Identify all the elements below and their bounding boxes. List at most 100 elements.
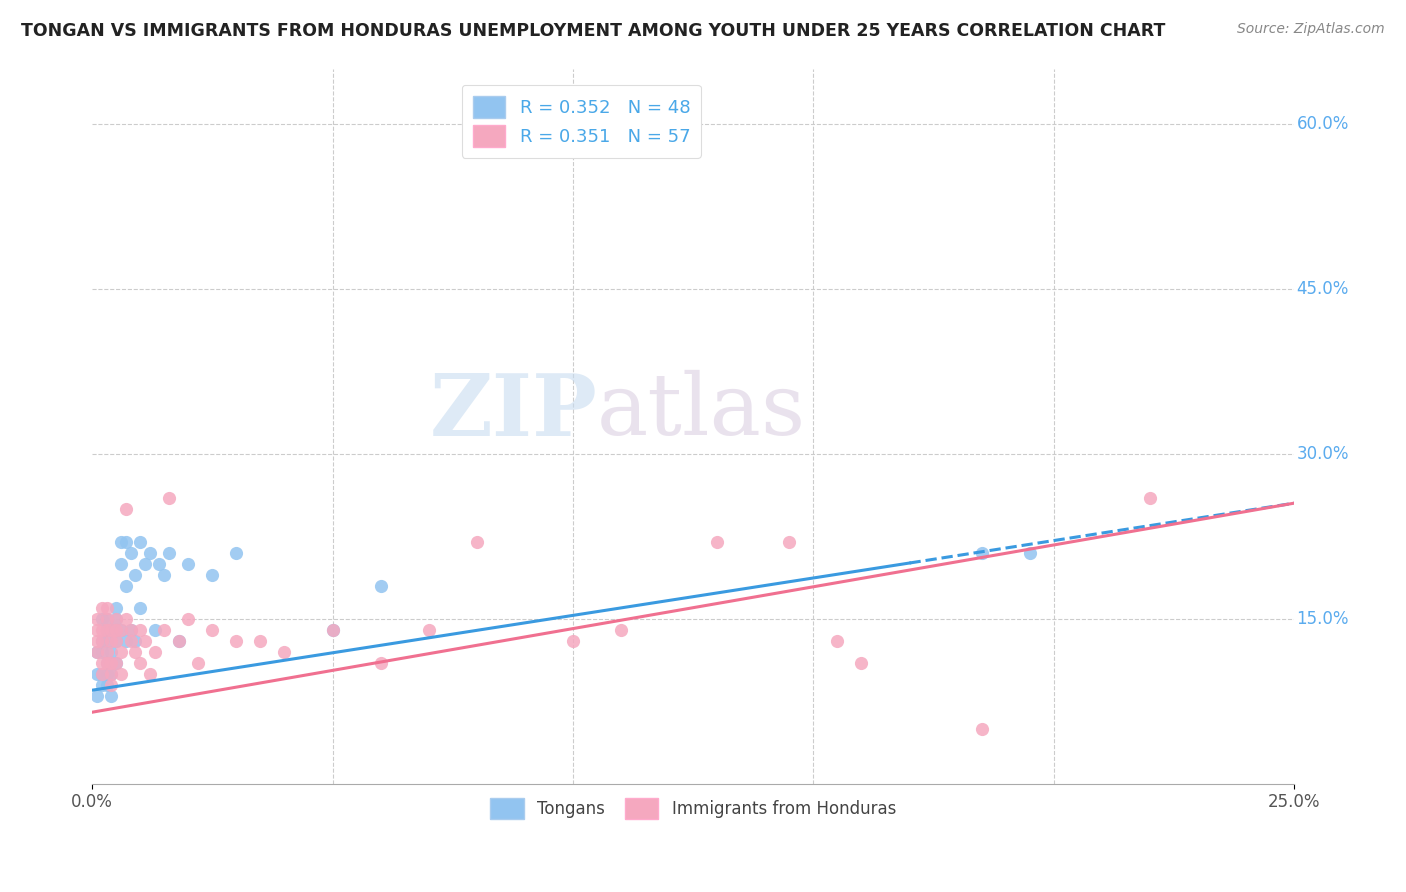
Text: 45.0%: 45.0% (1296, 279, 1348, 298)
Point (143, 645, 166, 659)
Point (90, 623, 112, 637)
Point (851, 656, 873, 670)
Text: 30.0%: 30.0% (1296, 444, 1348, 463)
Point (970, 546, 993, 560)
Point (90, 656, 112, 670)
Point (105, 656, 128, 670)
Point (167, 633, 190, 648)
Point (100, 666, 122, 681)
Point (177, 557, 200, 571)
Point (187, 656, 209, 670)
Point (90, 678, 112, 692)
Point (706, 534, 728, 549)
Point (90, 666, 112, 681)
Point (110, 534, 132, 549)
Point (86, 645, 108, 659)
Text: 60.0%: 60.0% (1296, 114, 1348, 133)
Point (134, 633, 156, 648)
Point (105, 633, 128, 648)
Point (249, 633, 271, 648)
Point (1139, 491, 1161, 505)
Point (86, 623, 108, 637)
Point (143, 623, 166, 637)
Point (970, 722, 993, 736)
Point (120, 623, 142, 637)
Point (100, 656, 122, 670)
Point (100, 623, 122, 637)
Point (110, 623, 132, 637)
Point (105, 612, 128, 626)
Text: 15.0%: 15.0% (1296, 610, 1348, 628)
Point (110, 623, 132, 637)
Point (114, 633, 136, 648)
Point (100, 645, 122, 659)
Point (827, 633, 849, 648)
Point (90, 666, 112, 681)
Point (370, 579, 392, 593)
Point (157, 546, 180, 560)
Point (129, 600, 152, 615)
Point (100, 678, 122, 692)
Point (157, 491, 180, 505)
Point (418, 623, 440, 637)
Point (96, 666, 118, 681)
Point (90, 612, 112, 626)
Point (322, 623, 344, 637)
Point (110, 645, 132, 659)
Point (105, 656, 128, 670)
Text: ZIP: ZIP (429, 370, 598, 454)
Point (134, 557, 156, 571)
Point (129, 534, 152, 549)
Point (100, 666, 122, 681)
Point (139, 666, 162, 681)
Point (100, 633, 122, 648)
Point (96, 623, 118, 637)
Text: TONGAN VS IMMIGRANTS FROM HONDURAS UNEMPLOYMENT AMONG YOUTH UNDER 25 YEARS CORRE: TONGAN VS IMMIGRANTS FROM HONDURAS UNEMP… (21, 22, 1166, 40)
Point (139, 546, 162, 560)
Point (114, 501, 136, 516)
Point (114, 612, 136, 626)
Point (778, 534, 800, 549)
Point (114, 534, 136, 549)
Point (100, 689, 122, 703)
Point (96, 612, 118, 626)
Point (201, 623, 224, 637)
Point (86, 612, 108, 626)
Point (96, 678, 118, 692)
Point (129, 656, 152, 670)
Point (1018, 546, 1040, 560)
Point (105, 600, 128, 615)
Point (86, 645, 108, 659)
Point (322, 623, 344, 637)
Point (96, 600, 118, 615)
Point (562, 633, 585, 648)
Point (96, 656, 118, 670)
Point (105, 633, 128, 648)
Point (273, 645, 295, 659)
Text: Source: ZipAtlas.com: Source: ZipAtlas.com (1237, 22, 1385, 37)
Point (100, 623, 122, 637)
Point (120, 623, 142, 637)
Point (148, 557, 170, 571)
Point (370, 656, 392, 670)
Point (86, 633, 108, 648)
Point (167, 633, 190, 648)
Point (96, 645, 118, 659)
Point (96, 656, 118, 670)
Point (153, 567, 176, 582)
Point (90, 633, 112, 648)
Text: atlas: atlas (598, 370, 806, 453)
Point (124, 567, 146, 582)
Point (177, 612, 200, 626)
Point (201, 567, 224, 582)
Point (120, 546, 142, 560)
Point (110, 666, 132, 681)
Point (225, 546, 247, 560)
Point (465, 534, 488, 549)
Point (90, 633, 112, 648)
Point (110, 557, 132, 571)
Point (105, 612, 128, 626)
Point (105, 623, 128, 637)
Point (153, 623, 176, 637)
Point (90, 645, 112, 659)
